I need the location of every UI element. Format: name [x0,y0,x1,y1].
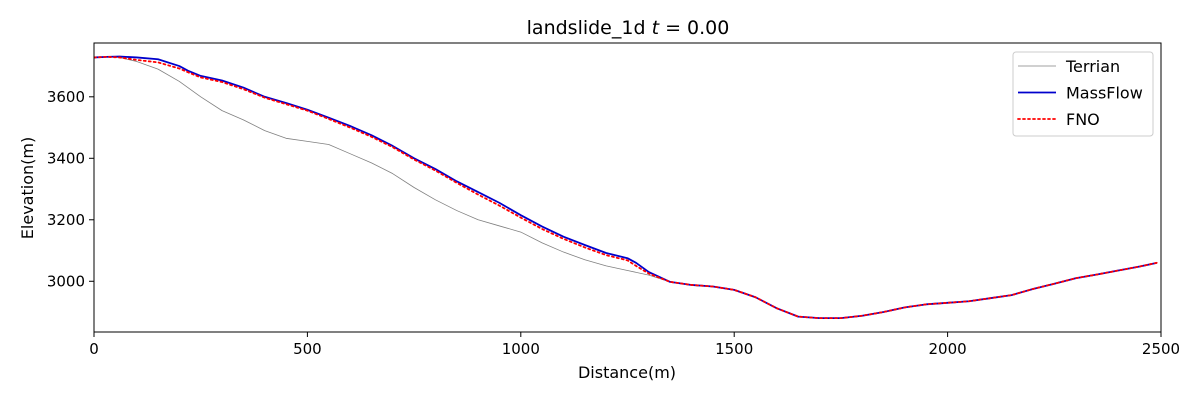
plot-frame [93,42,1162,333]
legend-box [1012,51,1154,137]
x-axis-label: Distance(m) [578,363,676,382]
x-tick-label: 1500 [715,340,753,358]
chart-title-suffix: = 0.00 [659,17,729,39]
chart-title: landslide_1d t = 0.00 [527,17,730,39]
x-tick-label: 500 [293,340,322,358]
legend-label-massflow: MassFlow [1066,84,1143,103]
y-tick-label: 3600 [47,88,85,106]
chart-title-variable: t [652,17,661,39]
y-tick-label: 3400 [47,149,85,167]
legend-label-fno: FNO [1066,110,1100,129]
y-tick-label: 3000 [47,272,85,290]
y-axis: 3000 3200 3400 3600 [47,88,94,290]
x-tick-label: 1000 [502,340,540,358]
x-axis: 0 500 1000 1500 2000 2500 [89,332,1180,358]
x-tick-label: 0 [89,340,99,358]
y-axis-label: Elevation(m) [18,137,37,239]
x-tick-label: 2500 [1142,340,1180,358]
series-layer [94,55,1158,320]
chart-title-prefix: landslide_1d [527,17,646,39]
legend-label-terrian: Terrian [1065,57,1120,76]
series-line-massflow [94,55,1157,320]
series-line-terrian [94,56,1157,319]
series-line-fno [94,55,1158,320]
x-tick-label: 2000 [929,340,967,358]
y-tick-label: 3200 [47,211,85,229]
legend: Terrian MassFlow FNO [1012,51,1154,137]
